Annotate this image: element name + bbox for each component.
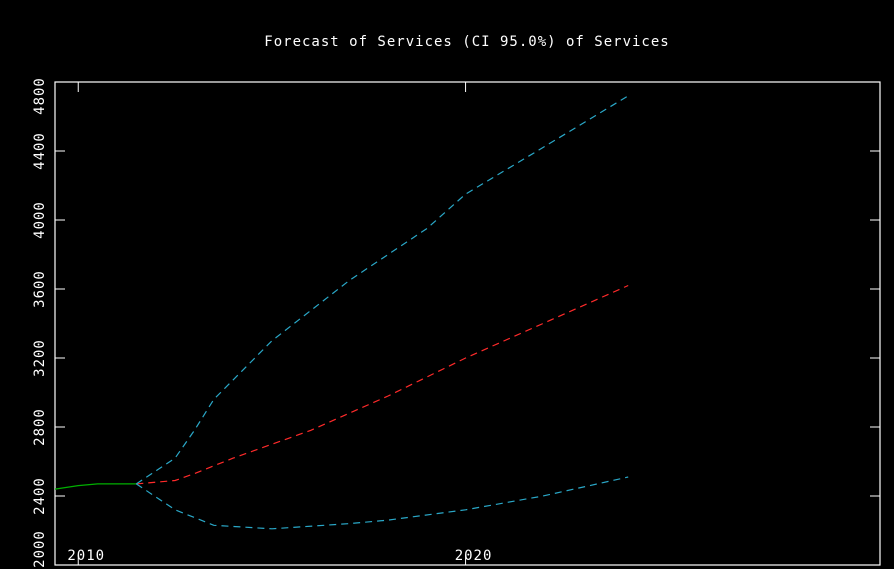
y-tick-label: 3200 <box>32 339 48 377</box>
y-tick-label: 3600 <box>32 270 48 308</box>
series-line <box>54 483 137 490</box>
plot-frame <box>54 81 881 566</box>
chart-title: Forecast of Services (CI 95.0%) of Servi… <box>264 34 669 50</box>
y-tick-label: 2800 <box>32 408 48 446</box>
y-tick-label: 4000 <box>32 201 48 239</box>
series-line <box>135 95 629 485</box>
y-tick-label: 4800 <box>32 77 48 115</box>
x-tick-label: 2020 <box>455 548 493 564</box>
y-tick-label: 2400 <box>32 477 48 515</box>
series-line <box>135 476 629 530</box>
series-line <box>136 284 629 485</box>
x-tick-label: 2010 <box>67 548 105 564</box>
y-tick-label: 4400 <box>32 132 48 170</box>
y-tick-label: 2000 <box>32 530 48 568</box>
